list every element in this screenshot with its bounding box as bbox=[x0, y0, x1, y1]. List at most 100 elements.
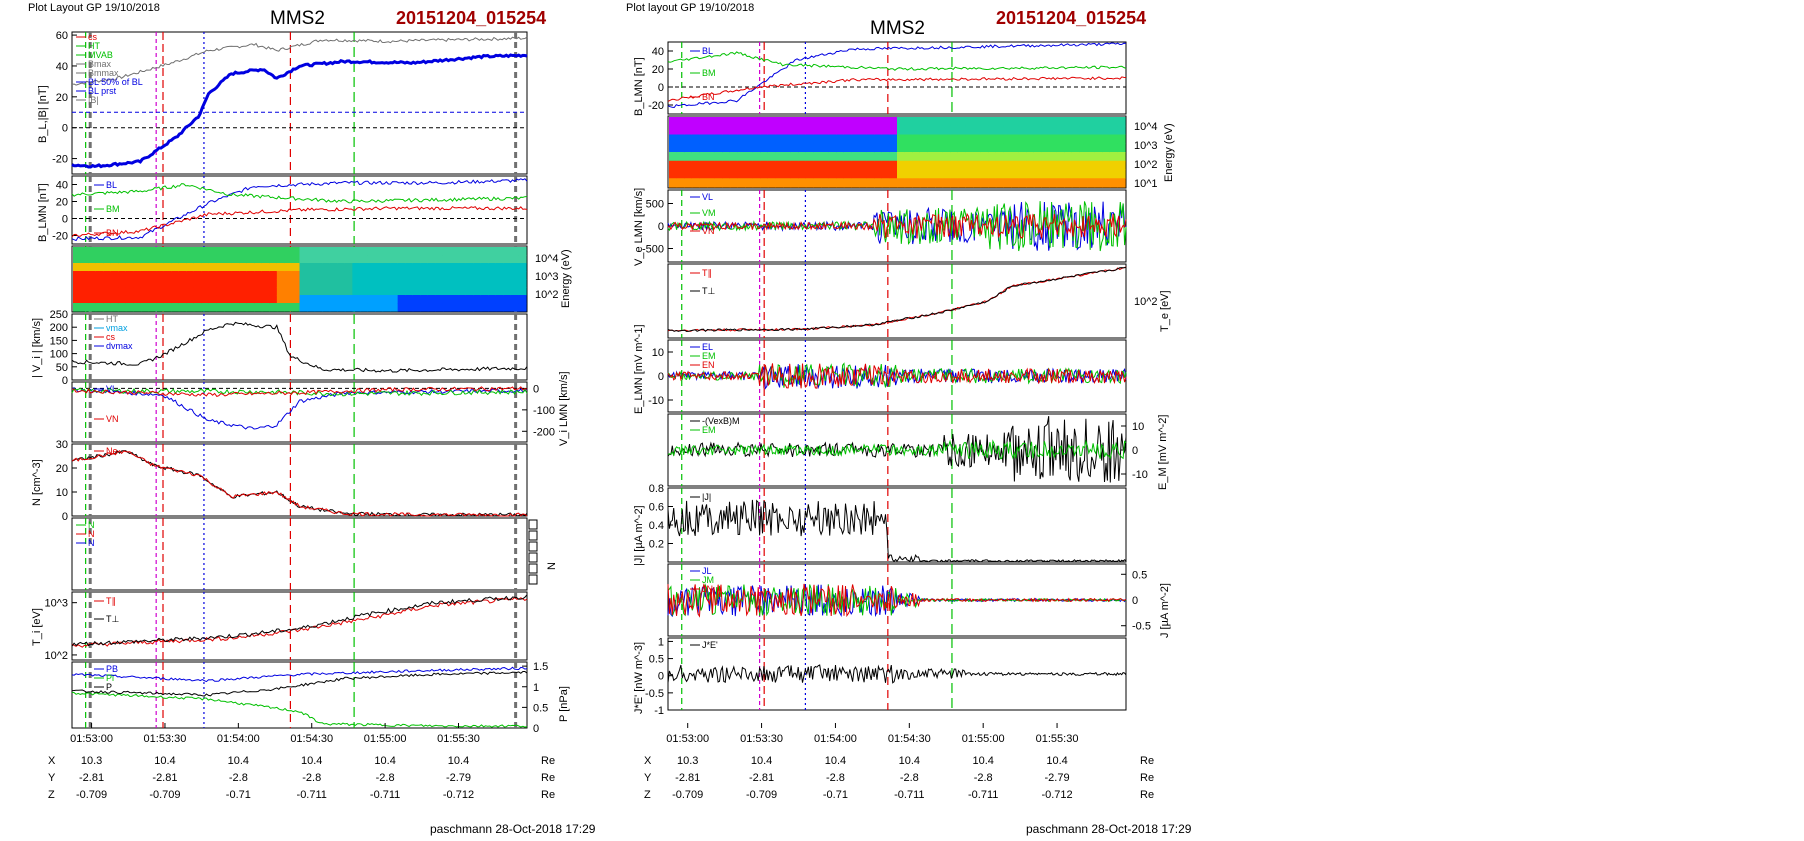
left-ion-spectrogram-cell bbox=[148, 263, 157, 272]
left-ion-spectrogram-cell bbox=[397, 295, 406, 304]
left-p-Pi-line bbox=[71, 691, 528, 728]
right-electron-spectrogram-cell bbox=[699, 169, 708, 179]
left-ion-spectrogram-cell bbox=[465, 247, 474, 256]
left-ion-spectrogram-cell bbox=[133, 271, 142, 280]
right-em-EM-line bbox=[667, 439, 1127, 460]
right-electron-spectrogram-cell bbox=[813, 134, 822, 144]
right-electron-spectrogram-cell bbox=[805, 117, 814, 127]
left-ion-spectrogram-cell bbox=[473, 287, 482, 296]
left-ion-spectrogram-cell bbox=[390, 247, 399, 256]
right-electron-spectrogram-cell bbox=[1018, 117, 1027, 127]
left-ion-spectrogram-cell bbox=[510, 303, 520, 312]
right-electron-spectrogram-cell bbox=[1041, 143, 1050, 153]
right-electron-spectrogram-cell bbox=[942, 125, 951, 136]
right-electron-spectrogram-cell bbox=[950, 152, 959, 162]
left-ion-spectrogram-cell bbox=[254, 287, 263, 296]
left-ion-spectrogram-cell bbox=[148, 247, 157, 256]
right-jlmn-ylabel: J [µA m^-2] bbox=[1159, 583, 1171, 638]
right-j-ticklabel-3: 0.2 bbox=[649, 539, 664, 551]
left-ion-spectrogram-cell bbox=[329, 303, 338, 312]
right-electron-spectrogram-cell bbox=[767, 178, 776, 188]
left-ion-spectrogram-cell bbox=[239, 271, 248, 280]
right-electron-spectrogram-cell bbox=[1026, 143, 1035, 153]
left-ion-spectrogram-cell bbox=[88, 287, 97, 296]
left-ti-Tpar-line bbox=[71, 596, 528, 648]
left-ion-spectrogram-cell bbox=[450, 263, 459, 272]
right-time-label-2: 01:54:00 bbox=[814, 733, 857, 745]
left-ion-spectrogram-cell bbox=[186, 263, 195, 272]
right-electron-spectrogram-cell bbox=[805, 152, 814, 162]
right-electron-spectrogram-cell bbox=[729, 143, 738, 153]
right-electron-spectrogram-cell bbox=[927, 117, 936, 127]
right-electron-spectrogram-cell bbox=[988, 125, 997, 136]
left-ion-spectrogram-cell bbox=[299, 247, 308, 256]
left-ion-spectrogram-cell bbox=[322, 303, 331, 312]
left-ion-spectrogram-cell bbox=[246, 247, 255, 256]
left-ephem-y-value-1: -2.81 bbox=[152, 772, 177, 784]
left-ion-spectrogram-cell bbox=[95, 263, 104, 272]
left-vi-ticklabel-2: 150 bbox=[50, 335, 68, 347]
right-jlmn-legend-entry-1: JM bbox=[702, 575, 714, 585]
right-electron-spectrogram-cell bbox=[821, 134, 830, 144]
left-ion-spectrogram-cell bbox=[103, 303, 112, 312]
right-electron-spectrogram-cell bbox=[1071, 169, 1080, 179]
left-ion-spectrogram-cell bbox=[450, 287, 459, 296]
left-vi-line bbox=[71, 321, 528, 373]
right-electron-spectrogram-cell bbox=[1102, 125, 1111, 136]
right-electron-spectrogram-cell bbox=[805, 169, 814, 179]
left-ion-spectrogram-cell bbox=[337, 303, 346, 312]
left-ion-spectrogram-cell bbox=[178, 279, 187, 288]
right-ephem-x-label: X bbox=[644, 755, 652, 767]
left-ion-spectrogram-cell bbox=[435, 279, 444, 288]
left-ion-spectrogram-cell bbox=[359, 287, 369, 296]
left-ion-spectrogram-cell bbox=[510, 295, 520, 304]
right-electron-spectrogram-cell bbox=[767, 117, 776, 127]
right-electron-spectrogram-cell bbox=[1087, 143, 1096, 153]
left-ion-spectrogram-cell bbox=[178, 271, 187, 280]
right-electron-spectrogram-cell bbox=[684, 125, 693, 136]
right-electron-spectrogram-cell bbox=[843, 125, 852, 136]
left-ion-spectrogram-cell bbox=[510, 247, 520, 256]
left-ion-spectrogram-cell bbox=[442, 295, 452, 304]
right-electron-spectrogram-cell bbox=[957, 160, 966, 171]
right-run-id: 20151204_015254 bbox=[996, 8, 1147, 28]
right-electron-spectrogram-cell bbox=[919, 134, 928, 144]
left-ion-spectrogram-cell bbox=[488, 279, 497, 288]
right-velmn-ticklabel-2: -500 bbox=[642, 244, 664, 256]
left-ion-spectrogram-cell bbox=[337, 271, 346, 280]
right-electron-spectrogram-cell bbox=[965, 134, 974, 144]
right-electron-spectrogram-cell bbox=[851, 160, 860, 171]
left-ion-spectrogram-cell bbox=[171, 279, 180, 288]
right-electron-spectrogram-cell bbox=[980, 134, 989, 144]
left-title: MMS2 bbox=[270, 8, 325, 29]
right-electron-spectrogram-cell bbox=[1041, 169, 1050, 179]
left-ion-spectrogram-cell bbox=[269, 303, 278, 312]
right-electron-spectrogram-cell bbox=[1117, 134, 1126, 144]
left-ion-spectrogram-cell bbox=[133, 303, 142, 312]
right-electron-spectrogram-cell bbox=[843, 169, 852, 179]
left-ion-spectrogram-cell bbox=[314, 279, 323, 288]
left-ion-spectrogram-cell bbox=[239, 247, 248, 256]
right-electron-spectrogram-cell bbox=[957, 152, 966, 162]
left-ion-spectrogram-cell bbox=[224, 303, 233, 312]
left-ion-spectrogram-cell bbox=[397, 271, 406, 280]
right-electron-spectrogram-cell bbox=[919, 169, 928, 179]
left-ion-spectrogram-cell bbox=[510, 255, 520, 264]
right-electron-spectrogram-cell bbox=[957, 117, 966, 127]
left-ion-spectrogram-cell bbox=[458, 279, 467, 288]
right-electron-spectrogram-cell bbox=[669, 143, 678, 153]
left-ion-spectrogram-cell bbox=[246, 295, 255, 304]
left-ephem-x-value-3: 10.4 bbox=[301, 755, 322, 767]
right-electron-spectrogram-cell bbox=[836, 117, 845, 127]
right-blmn-ticklabel-2: 0 bbox=[658, 82, 664, 94]
right-electron-spectrogram-cell bbox=[995, 143, 1004, 153]
left-ion-spectrogram-cell bbox=[148, 295, 157, 304]
left-ion-spectrogram-cell bbox=[201, 287, 210, 296]
right-electron-spectrogram-cell bbox=[980, 143, 989, 153]
right-electron-spectrogram-cell bbox=[737, 143, 746, 153]
right-electron-spectrogram-cell bbox=[836, 160, 845, 171]
right-electron-spectrogram-cell bbox=[1102, 178, 1111, 188]
right-electron-spectrogram-cell bbox=[851, 143, 860, 153]
left-ti-legend-perp-entry-0: T⊥ bbox=[106, 614, 119, 624]
right-electron-spectrogram-cell bbox=[714, 169, 723, 179]
